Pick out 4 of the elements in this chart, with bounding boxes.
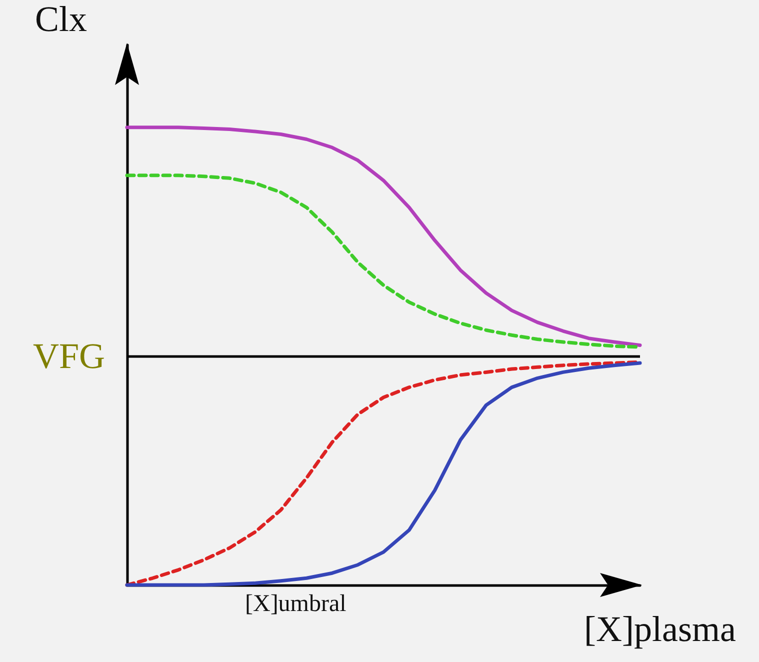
x-axis-title: [X]plasma [584,609,736,649]
y-axis-title: Clx [34,0,87,39]
ref-line-label: VFG [32,336,105,376]
text: [X]umbral [244,591,347,617]
